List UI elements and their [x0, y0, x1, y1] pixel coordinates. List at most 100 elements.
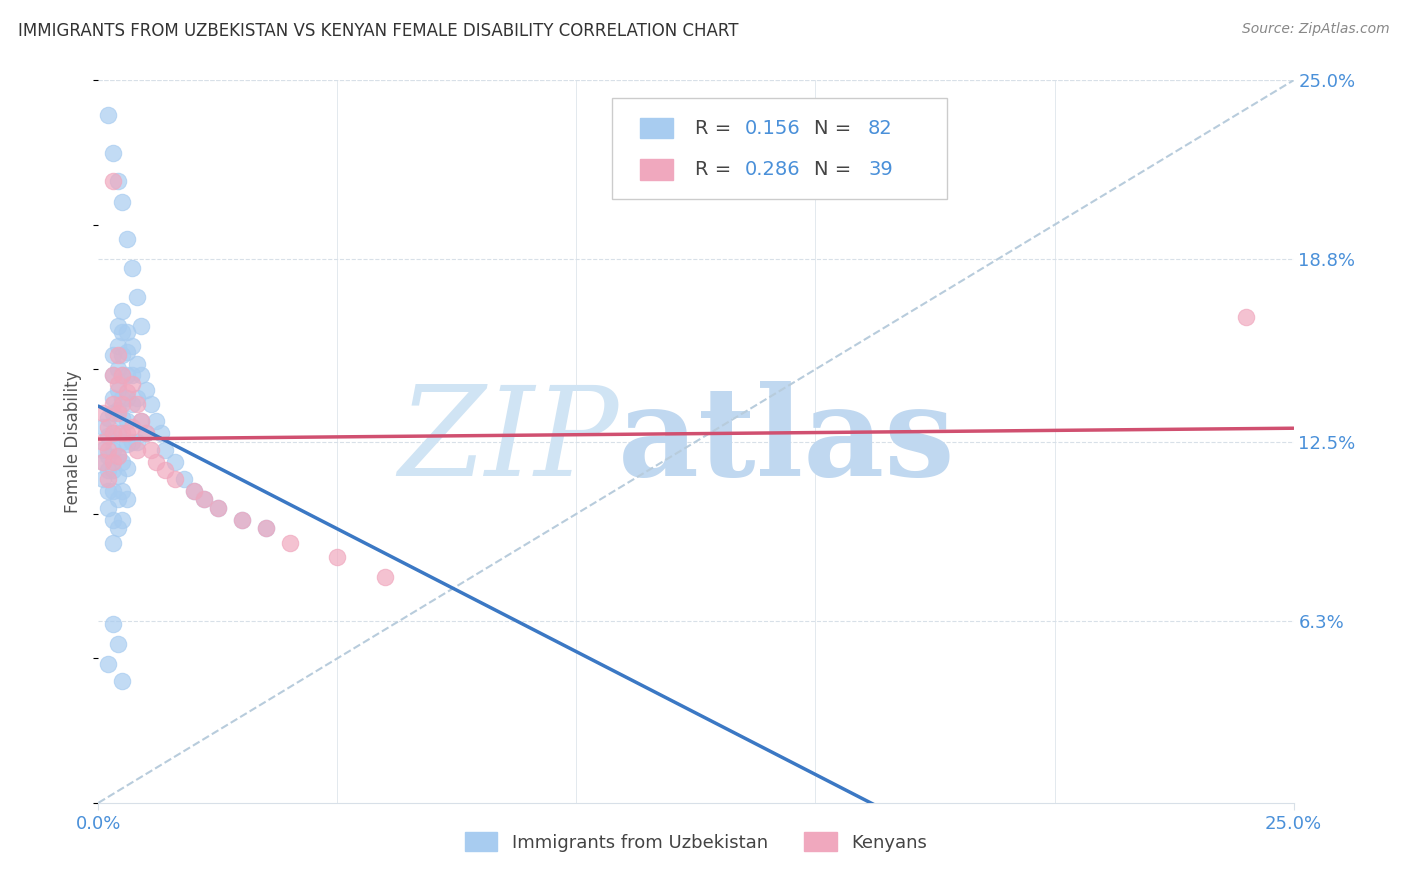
Text: 0.156: 0.156 — [745, 119, 801, 137]
Point — [193, 492, 215, 507]
Point — [183, 483, 205, 498]
Point — [254, 521, 277, 535]
Point — [139, 397, 162, 411]
Text: ZIP: ZIP — [398, 381, 619, 502]
Point — [107, 402, 129, 417]
Point — [121, 397, 143, 411]
Point — [135, 425, 157, 440]
Point — [107, 383, 129, 397]
FancyBboxPatch shape — [640, 160, 673, 179]
Point — [115, 460, 138, 475]
Point — [91, 406, 114, 420]
Point — [91, 443, 114, 458]
Point — [278, 535, 301, 549]
Point — [111, 434, 134, 449]
Point — [115, 232, 138, 246]
Point — [115, 492, 138, 507]
Point — [111, 512, 134, 526]
Point — [121, 376, 143, 391]
Legend: Immigrants from Uzbekistan, Kenyans: Immigrants from Uzbekistan, Kenyans — [458, 825, 934, 859]
Point — [155, 443, 177, 458]
Point — [107, 339, 129, 353]
Point — [101, 145, 124, 160]
Point — [97, 657, 120, 671]
Point — [111, 674, 134, 689]
Text: 39: 39 — [868, 160, 893, 179]
Point — [97, 108, 120, 122]
Point — [145, 455, 167, 469]
Point — [101, 174, 124, 188]
Point — [111, 397, 134, 411]
Point — [111, 368, 134, 382]
Point — [1234, 310, 1257, 325]
Point — [101, 463, 124, 477]
Point — [115, 368, 138, 382]
Point — [101, 483, 124, 498]
Point — [207, 501, 229, 516]
Y-axis label: Female Disability: Female Disability — [65, 370, 83, 513]
Point — [101, 406, 124, 420]
Point — [107, 425, 129, 440]
Point — [111, 325, 134, 339]
Point — [326, 550, 349, 565]
Point — [107, 376, 129, 391]
Point — [101, 443, 124, 458]
Point — [97, 501, 120, 516]
Point — [107, 174, 129, 188]
Point — [107, 521, 129, 535]
Point — [115, 425, 138, 440]
Point — [107, 492, 129, 507]
Point — [97, 483, 120, 498]
Point — [97, 472, 120, 486]
Point — [125, 434, 148, 449]
Point — [121, 420, 143, 434]
Point — [107, 348, 129, 362]
Point — [135, 425, 157, 440]
Text: Source: ZipAtlas.com: Source: ZipAtlas.com — [1241, 22, 1389, 37]
Point — [155, 463, 177, 477]
Point — [91, 455, 114, 469]
Point — [115, 345, 138, 359]
Point — [183, 483, 205, 498]
Point — [91, 455, 114, 469]
Point — [149, 425, 172, 440]
Point — [207, 501, 229, 516]
Text: R =: R = — [695, 160, 737, 179]
Point — [131, 368, 153, 382]
Text: 0.286: 0.286 — [745, 160, 800, 179]
FancyBboxPatch shape — [613, 98, 948, 200]
Point — [111, 425, 134, 440]
Text: IMMIGRANTS FROM UZBEKISTAN VS KENYAN FEMALE DISABILITY CORRELATION CHART: IMMIGRANTS FROM UZBEKISTAN VS KENYAN FEM… — [18, 22, 738, 40]
Point — [91, 434, 114, 449]
Point — [163, 472, 186, 486]
Point — [107, 469, 129, 483]
Point — [193, 492, 215, 507]
Point — [107, 362, 129, 376]
Point — [101, 512, 124, 526]
Point — [131, 414, 153, 428]
Point — [101, 455, 124, 469]
Point — [374, 570, 396, 584]
Point — [101, 425, 124, 440]
Text: 82: 82 — [868, 119, 893, 137]
Point — [101, 397, 124, 411]
Point — [111, 304, 134, 318]
Point — [97, 420, 120, 434]
Point — [97, 463, 120, 477]
Point — [145, 414, 167, 428]
Point — [111, 455, 134, 469]
Text: atlas: atlas — [619, 381, 956, 502]
Point — [254, 521, 277, 535]
Point — [101, 391, 124, 405]
Point — [111, 391, 134, 405]
Point — [111, 483, 134, 498]
Point — [125, 290, 148, 304]
Point — [163, 455, 186, 469]
Point — [107, 406, 129, 420]
Text: N =: N = — [814, 160, 858, 179]
Point — [125, 391, 148, 405]
Point — [115, 414, 138, 428]
Point — [121, 368, 143, 382]
Point — [115, 325, 138, 339]
Point — [97, 443, 120, 458]
